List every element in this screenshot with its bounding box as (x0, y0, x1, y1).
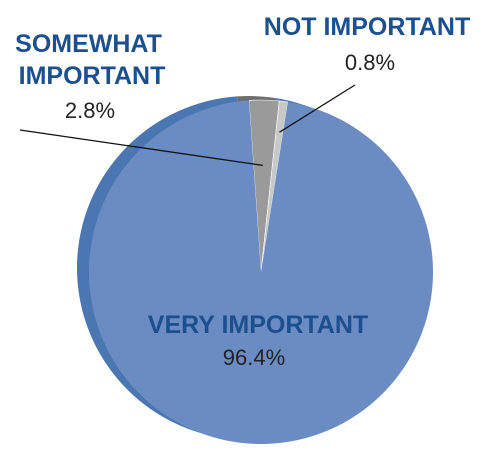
very-important-label: VERY IMPORTANT (148, 311, 368, 339)
somewhat-important-label: SOMEWHAT IMPORTANT (15, 30, 169, 90)
not-important-leader-line (279, 84, 356, 133)
not-important-slice (260, 100, 289, 273)
not-important-label: NOT IMPORTANT (264, 13, 470, 41)
not-important-value: 0.8% (345, 50, 395, 75)
very-important-value: 96.4% (223, 345, 285, 370)
very-important-slice (89, 100, 434, 445)
somewhat-important-value: 2.8% (65, 98, 115, 123)
somewhat-important-label-line-1: SOMEWHAT (15, 30, 162, 58)
somewhat-important-label-line-2: IMPORTANT (19, 62, 166, 90)
somewhat-important-leader-line (19, 129, 263, 167)
